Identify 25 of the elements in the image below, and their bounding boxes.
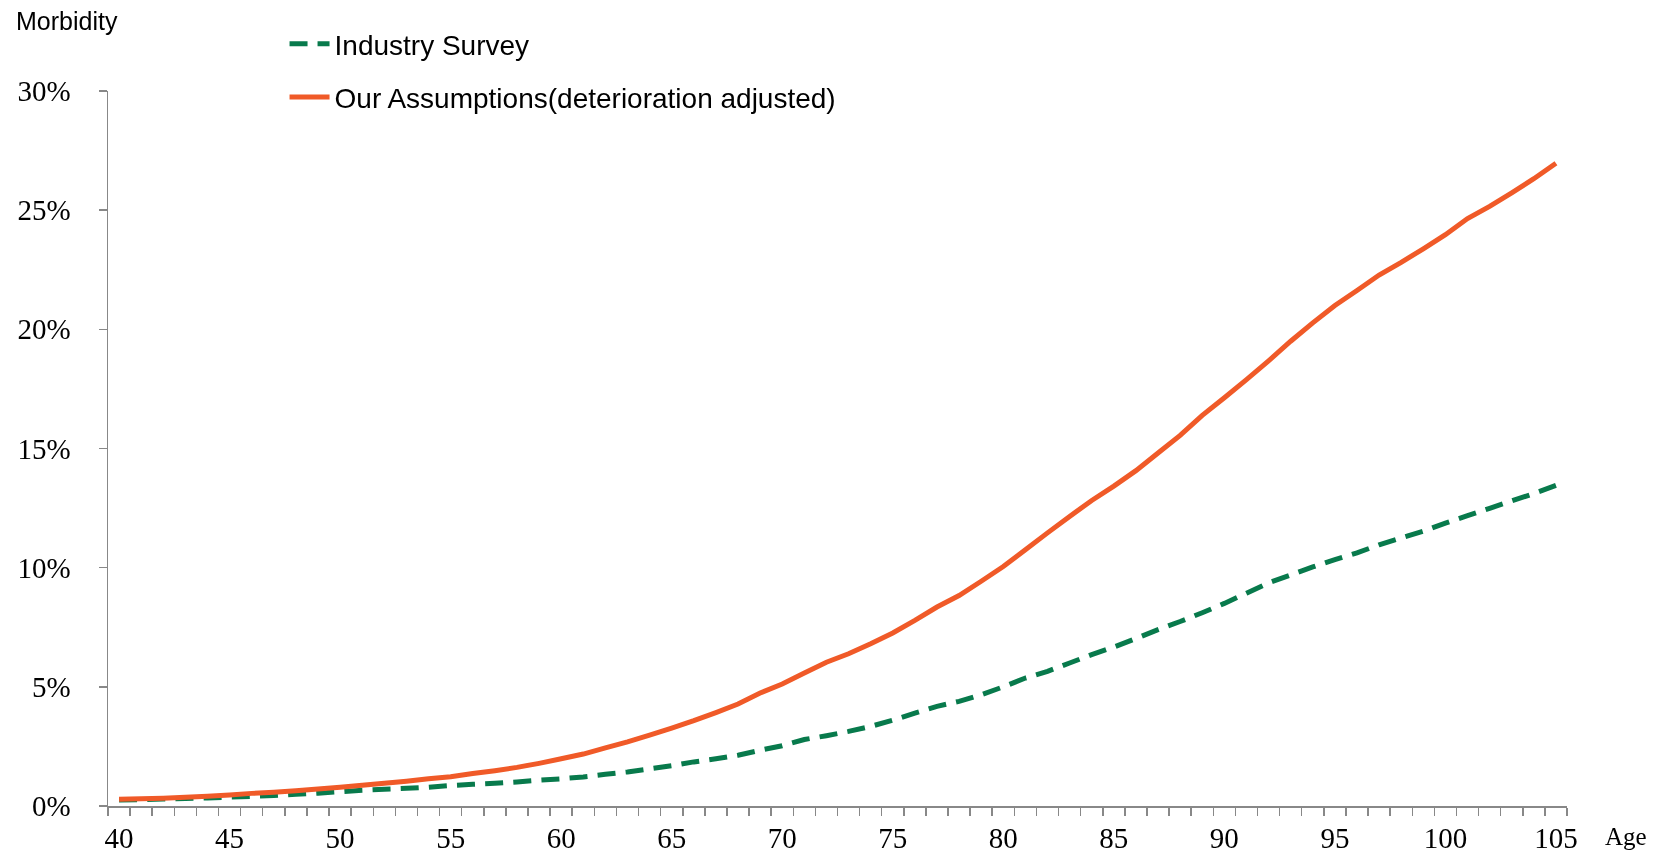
legend-label: Our Assumptions(deterioration adjusted) bbox=[334, 83, 836, 115]
y-tick-label: 15% bbox=[17, 432, 71, 465]
y-tick-label: 30% bbox=[17, 75, 71, 108]
x-tick-label: 80 bbox=[988, 822, 1018, 855]
x-tick-label: 45 bbox=[215, 822, 245, 855]
legend-label: Industry Survey bbox=[334, 29, 530, 61]
x-tick-label: 50 bbox=[325, 822, 355, 855]
x-tick-label: 85 bbox=[1099, 822, 1129, 855]
x-tick-label: 65 bbox=[657, 822, 687, 855]
y-tick-label: 20% bbox=[17, 313, 71, 346]
y-axis-title: Morbidity bbox=[16, 7, 118, 35]
x-tick-label: 75 bbox=[878, 822, 908, 855]
x-tick-label: 95 bbox=[1320, 822, 1350, 855]
x-axis-title: Age bbox=[1605, 823, 1647, 850]
x-tick-label: 60 bbox=[546, 822, 576, 855]
y-tick-label: 10% bbox=[17, 551, 71, 584]
y-tick-label: 25% bbox=[17, 194, 71, 227]
x-tick-label: 55 bbox=[436, 822, 466, 855]
y-tick-label: 0% bbox=[32, 790, 71, 823]
x-tick-label: 100 bbox=[1423, 822, 1468, 855]
x-tick-label: 40 bbox=[104, 822, 134, 855]
x-tick-label: 105 bbox=[1534, 822, 1578, 855]
y-tick-label: 5% bbox=[32, 670, 71, 703]
x-tick-label: 90 bbox=[1209, 822, 1239, 855]
x-tick-label: 70 bbox=[767, 822, 797, 855]
